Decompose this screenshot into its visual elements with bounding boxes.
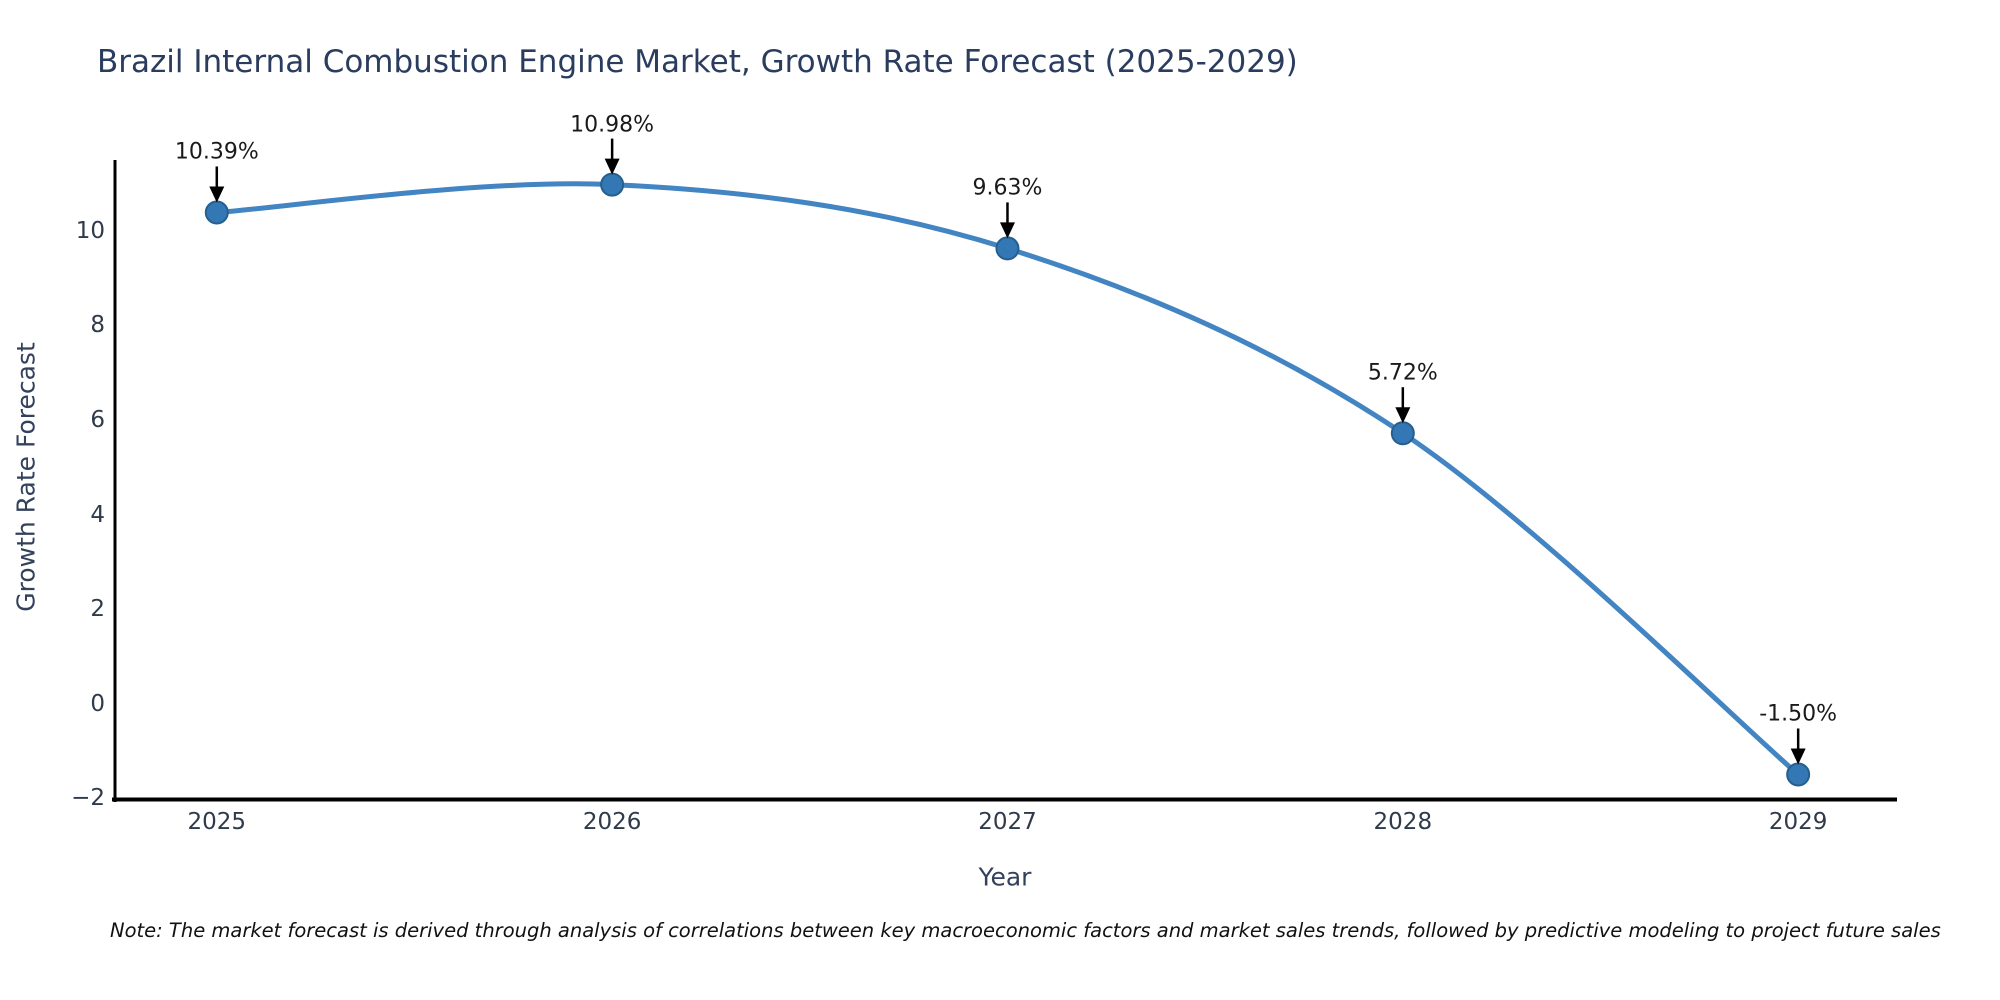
x-tick-label-2027: 2027 [978, 809, 1037, 835]
y-tick-label-8: 8 [90, 312, 105, 339]
y-tick-label-4: 4 [90, 501, 105, 528]
footnote: Note: The market forecast is derived thr… [110, 919, 1941, 942]
annotation-arrowhead-2027 [999, 222, 1015, 239]
point-label-2026: 10.98% [570, 112, 655, 138]
point-label-2027: 9.63% [972, 175, 1043, 201]
x-tick-label-2029: 2029 [1768, 809, 1828, 835]
x-axis-title: Year [978, 862, 1032, 892]
point-label-2028: 5.72% [1367, 360, 1438, 386]
annotation-arrowhead-2025 [209, 186, 225, 203]
y-tick-label-10: 10 [75, 217, 105, 244]
data-point-2027 [995, 236, 1020, 261]
y-tick-label-2: 2 [90, 596, 105, 623]
y-tick-label-0: 0 [90, 690, 105, 717]
x-tick-label-2028: 2028 [1373, 809, 1433, 835]
data-point-2026 [600, 172, 625, 197]
annotation-arrowhead-2026 [604, 158, 620, 175]
data-point-2025 [204, 200, 229, 225]
y-tick-label-−2: −2 [71, 785, 105, 812]
point-label-2025: 10.39% [174, 139, 259, 165]
x-tick-label-2025: 2025 [187, 809, 247, 835]
annotation-arrowhead-2028 [1395, 407, 1411, 424]
data-point-2029 [1786, 762, 1811, 787]
data-point-2028 [1390, 421, 1415, 446]
x-tick-label-2026: 2026 [582, 809, 642, 835]
annotation-arrowhead-2029 [1790, 748, 1806, 765]
point-label-2029: -1.50% [1759, 701, 1838, 727]
forecast-line [214, 181, 1801, 777]
y-tick-label-6: 6 [90, 406, 105, 433]
y-axis-title: Growth Rate Forecast [11, 342, 41, 612]
chart-title: Brazil Internal Combustion Engine Market… [97, 44, 1298, 80]
